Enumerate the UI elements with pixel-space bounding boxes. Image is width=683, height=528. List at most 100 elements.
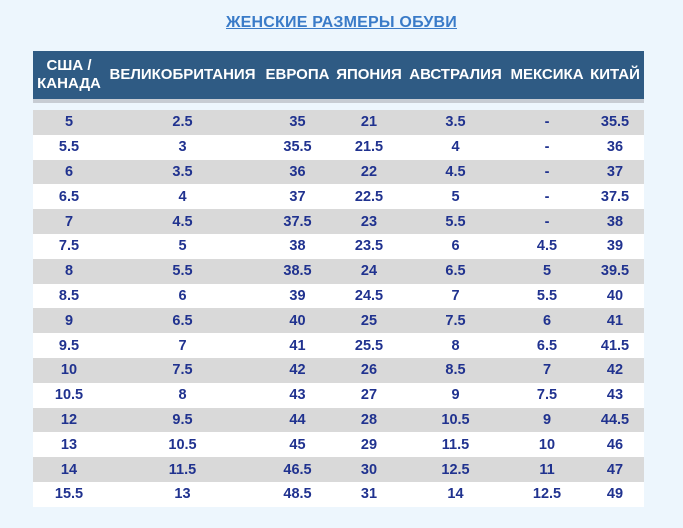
cell-china: 39.5 bbox=[586, 258, 644, 284]
cell-usa-canada: 13 bbox=[33, 432, 105, 458]
cell-mexico: 5.5 bbox=[508, 283, 586, 309]
cell-europe: 38 bbox=[260, 233, 335, 259]
cell-mexico: 6.5 bbox=[508, 333, 586, 358]
cell-japan: 31 bbox=[335, 481, 403, 507]
table-row: 12 9.5 44 28 10.5 9 44.5 bbox=[33, 407, 644, 433]
cell-australia: 11.5 bbox=[403, 432, 508, 458]
table-body: 5 2.5 35 21 3.5-35.5 5.5 3 35.5 21.5 4-36 6 3.5 36 22… bbox=[33, 101, 644, 507]
cell-mexico: - bbox=[508, 110, 586, 135]
cell-uk: 4 bbox=[105, 184, 260, 210]
cell-europe: 41 bbox=[260, 333, 335, 358]
cell-japan: 25.5 bbox=[335, 333, 403, 358]
cell-china: 47 bbox=[586, 457, 644, 482]
table-row: 8.5 6 39 24.5 7 5.5 40 bbox=[33, 283, 644, 309]
cell-japan: 25 bbox=[335, 308, 403, 334]
cell-europe: 43 bbox=[260, 382, 335, 408]
table-row: 15.5 13 48.5 31 14 12.5 49 bbox=[33, 481, 644, 507]
cell-usa-canada: 7.5 bbox=[33, 233, 105, 259]
cell-mexico: - bbox=[508, 184, 586, 210]
cell-usa-canada: 8 bbox=[33, 258, 105, 284]
cell-japan: 26 bbox=[335, 357, 403, 383]
cell-australia: 5.5 bbox=[403, 209, 508, 234]
cell-uk: 8 bbox=[105, 382, 260, 408]
cell-australia: 4.5 bbox=[403, 159, 508, 185]
cell-mexico: 7 bbox=[508, 357, 586, 383]
cell-europe: 40 bbox=[260, 308, 335, 334]
column-header-japan: ЯПОНИЯ bbox=[335, 51, 403, 103]
cell-mexico: - bbox=[508, 159, 586, 185]
cell-china: 41.5 bbox=[586, 333, 644, 358]
cell-mexico: - bbox=[508, 134, 586, 160]
cell-europe: 46.5 bbox=[260, 457, 335, 482]
cell-usa-canada: 9.5 bbox=[33, 333, 105, 358]
cell-china: 43 bbox=[586, 382, 644, 408]
cell-mexico: 9 bbox=[508, 407, 586, 433]
cell-australia: 7.5 bbox=[403, 308, 508, 334]
cell-mexico: 12.5 bbox=[508, 481, 586, 507]
cell-australia: 6 bbox=[403, 233, 508, 259]
cell-australia: 14 bbox=[403, 481, 508, 507]
cell-japan: 22 bbox=[335, 159, 403, 185]
cell-mexico: 4.5 bbox=[508, 233, 586, 259]
cell-mexico: 10 bbox=[508, 432, 586, 458]
cell-japan: 21.5 bbox=[335, 134, 403, 160]
table-row: 5 2.5 35 21 3.5-35.5 bbox=[33, 110, 644, 135]
cell-mexico: 6 bbox=[508, 308, 586, 334]
column-header-china: КИТАЙ bbox=[586, 51, 644, 103]
cell-usa-canada: 7 bbox=[33, 209, 105, 234]
cell-europe: 35.5 bbox=[260, 134, 335, 160]
cell-uk: 6.5 bbox=[105, 308, 260, 334]
cell-mexico: 5 bbox=[508, 258, 586, 284]
cell-china: 37 bbox=[586, 159, 644, 185]
cell-china: 49 bbox=[586, 481, 644, 507]
cell-australia: 8 bbox=[403, 333, 508, 358]
cell-japan: 22.5 bbox=[335, 184, 403, 210]
table-row: 6 3.5 36 22 4.5-37 bbox=[33, 159, 644, 185]
cell-japan: 27 bbox=[335, 382, 403, 408]
cell-usa-canada: 6.5 bbox=[33, 184, 105, 210]
cell-usa-canada: 5 bbox=[33, 110, 105, 135]
cell-uk: 10.5 bbox=[105, 432, 260, 458]
cell-uk: 3.5 bbox=[105, 159, 260, 185]
cell-europe: 37.5 bbox=[260, 209, 335, 234]
table-row: 9.5 7 41 25.5 8 6.5 41.5 bbox=[33, 333, 644, 358]
cell-japan: 24.5 bbox=[335, 283, 403, 309]
cell-australia: 12.5 bbox=[403, 457, 508, 482]
cell-japan: 28 bbox=[335, 407, 403, 433]
cell-usa-canada: 14 bbox=[33, 457, 105, 482]
cell-uk: 2.5 bbox=[105, 110, 260, 135]
table-row: 13 10.5 45 29 11.5 10 46 bbox=[33, 432, 644, 458]
cell-mexico: 7.5 bbox=[508, 382, 586, 408]
cell-usa-canada: 10 bbox=[33, 357, 105, 383]
table-row: 7 4.5 37.5 23 5.5-38 bbox=[33, 209, 644, 234]
cell-europe: 42 bbox=[260, 357, 335, 383]
cell-china: 35.5 bbox=[586, 110, 644, 135]
cell-usa-canada: 12 bbox=[33, 407, 105, 433]
cell-australia: 7 bbox=[403, 283, 508, 309]
cell-usa-canada: 8.5 bbox=[33, 283, 105, 309]
cell-uk: 13 bbox=[105, 481, 260, 507]
cell-europe: 45 bbox=[260, 432, 335, 458]
column-header-europe: ЕВРОПА bbox=[260, 51, 335, 103]
cell-china: 36 bbox=[586, 134, 644, 160]
cell-japan: 21 bbox=[335, 110, 403, 135]
cell-usa-canada: 6 bbox=[33, 159, 105, 185]
cell-japan: 29 bbox=[335, 432, 403, 458]
cell-australia: 4 bbox=[403, 134, 508, 160]
cell-europe: 38.5 bbox=[260, 258, 335, 284]
cell-uk: 3 bbox=[105, 134, 260, 160]
cell-uk: 9.5 bbox=[105, 407, 260, 433]
cell-australia: 5 bbox=[403, 184, 508, 210]
cell-uk: 5 bbox=[105, 233, 260, 259]
cell-uk: 4.5 bbox=[105, 209, 260, 234]
cell-uk: 11.5 bbox=[105, 457, 260, 482]
cell-australia: 8.5 bbox=[403, 357, 508, 383]
table-row: 14 11.5 46.5 30 12.5 11 47 bbox=[33, 457, 644, 482]
column-header-australia: АВСТРАЛИЯ bbox=[403, 51, 508, 103]
cell-usa-canada: 9 bbox=[33, 308, 105, 334]
table-row: 9 6.5 40 25 7.5 6 41 bbox=[33, 308, 644, 334]
cell-china: 38 bbox=[586, 209, 644, 234]
cell-china: 42 bbox=[586, 357, 644, 383]
cell-uk: 7.5 bbox=[105, 357, 260, 383]
cell-europe: 35 bbox=[260, 110, 335, 135]
